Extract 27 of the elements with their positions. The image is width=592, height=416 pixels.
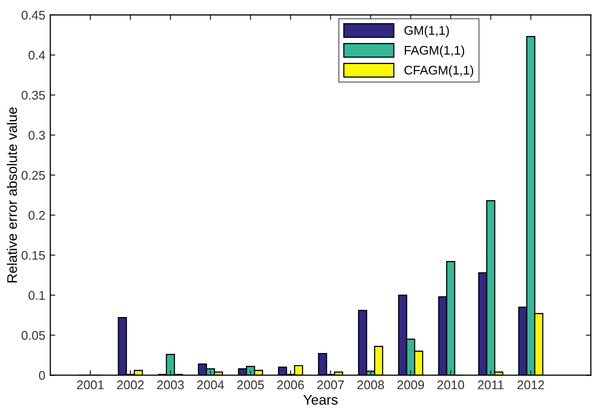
- y-tick-label: 0.2: [28, 210, 45, 220]
- y-tick-label: 0.15: [22, 250, 45, 260]
- x-tick-label: 2005: [237, 380, 264, 390]
- x-tick-label: 2011: [478, 380, 504, 390]
- y-tick-label: 0.1: [28, 290, 45, 300]
- y-tick-label: 0: [38, 371, 45, 380]
- y-tick-label: 0.35: [22, 90, 45, 100]
- y-tick-label: 0.25: [22, 170, 45, 180]
- x-tick-label: 2012: [517, 380, 544, 390]
- y-tick-label: 0.05: [22, 331, 45, 340]
- x-tick-label: 2007: [317, 380, 344, 390]
- x-tick-label: 2009: [397, 380, 424, 390]
- x-tick-label: 2002: [117, 380, 144, 390]
- x-tick-label: 2010: [437, 380, 464, 390]
- x-tick-label: 2008: [357, 380, 384, 390]
- legend-label: FAGM(1,1): [404, 46, 464, 58]
- y-axis-title: Relative error absolute value: [6, 107, 17, 282]
- x-axis-title: Years: [303, 395, 338, 405]
- y-tick-label: 0.3: [28, 130, 45, 140]
- y-tick-label: 0.45: [22, 10, 45, 20]
- x-tick-label: 2001: [77, 380, 104, 390]
- legend-label: CFAGM(1,1): [404, 65, 474, 78]
- x-tick-label: 2006: [277, 380, 304, 390]
- legend-label: GM(1,1): [404, 26, 449, 38]
- y-tick-label: 0.4: [28, 50, 46, 60]
- x-tick-label: 2003: [157, 380, 184, 390]
- x-tick-label: 2004: [197, 380, 224, 390]
